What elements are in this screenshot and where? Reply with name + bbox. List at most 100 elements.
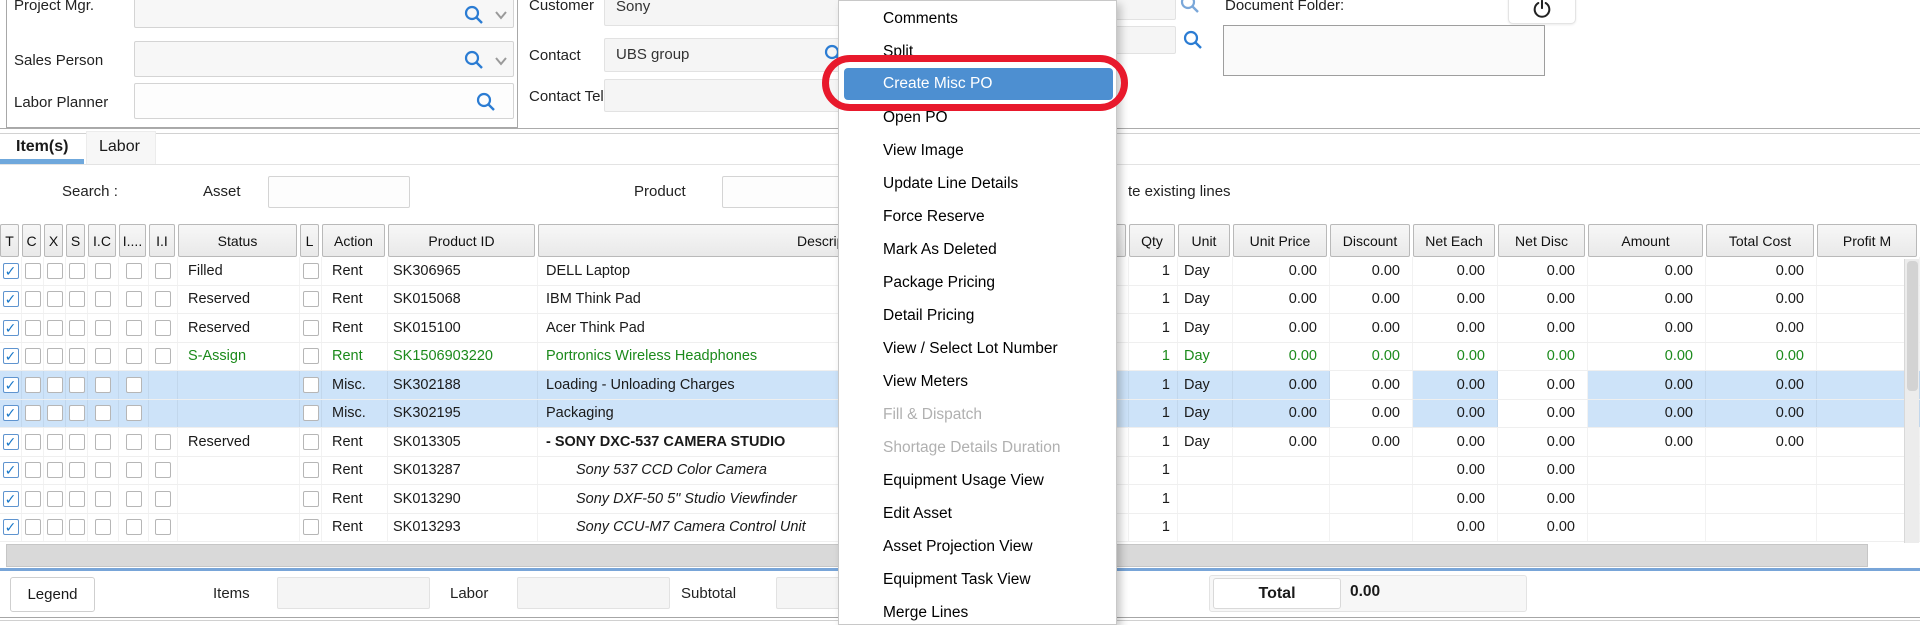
column-header-action[interactable]: Action	[322, 224, 385, 257]
column-header-amount[interactable]: Amount	[1588, 224, 1703, 257]
row-checkbox[interactable]	[46, 291, 63, 308]
row-checkbox[interactable]	[46, 433, 63, 450]
row-checkbox[interactable]	[68, 291, 85, 308]
row-checkbox[interactable]	[125, 490, 142, 507]
row-checkbox-checked[interactable]	[2, 405, 19, 422]
row-checkbox[interactable]	[46, 348, 63, 365]
row-checkbox[interactable]	[95, 519, 111, 536]
column-header-unit[interactable]: Unit	[1178, 224, 1230, 257]
row-checkbox[interactable]	[46, 405, 63, 422]
search-icon[interactable]	[1178, 0, 1202, 16]
column-header-t[interactable]: T	[0, 224, 19, 257]
row-checkbox[interactable]	[125, 262, 142, 279]
row-checkbox[interactable]	[95, 348, 111, 365]
row-checkbox-checked[interactable]	[2, 376, 19, 393]
menu-item-merge-lines[interactable]: Merge Lines	[883, 604, 969, 621]
row-checkbox[interactable]	[68, 462, 85, 479]
row-checkbox[interactable]	[155, 291, 171, 308]
menu-item-update-line-details[interactable]: Update Line Details	[883, 175, 1019, 192]
row-checkbox[interactable]	[155, 262, 171, 279]
menu-item-create-misc-po[interactable]: Create Misc PO	[844, 68, 1113, 100]
menu-item-view-meters[interactable]: View Meters	[883, 373, 968, 390]
row-checkbox[interactable]	[95, 319, 111, 336]
column-header-net-each[interactable]: Net Each	[1413, 224, 1495, 257]
row-checkbox-checked[interactable]	[2, 462, 19, 479]
row-checkbox[interactable]	[24, 319, 41, 336]
row-checkbox[interactable]	[46, 462, 63, 479]
row-checkbox[interactable]	[125, 376, 142, 393]
row-checkbox[interactable]	[46, 519, 63, 536]
row-checkbox[interactable]	[24, 291, 41, 308]
row-checkbox[interactable]	[68, 405, 85, 422]
row-checkbox[interactable]	[68, 262, 85, 279]
menu-item-edit-asset[interactable]: Edit Asset	[883, 505, 952, 522]
row-checkbox[interactable]	[302, 291, 319, 308]
row-checkbox[interactable]	[24, 433, 41, 450]
row-checkbox[interactable]	[68, 348, 85, 365]
hidden-field-stub[interactable]	[1110, 0, 1176, 20]
customer-input[interactable]	[604, 0, 860, 26]
row-checkbox[interactable]	[155, 319, 171, 336]
column-header-i[interactable]: I....	[119, 224, 146, 257]
hidden-field-stub[interactable]	[1110, 26, 1176, 54]
row-checkbox[interactable]	[302, 405, 319, 422]
tab-items[interactable]: Item(s)	[16, 138, 69, 155]
row-checkbox[interactable]	[95, 433, 111, 450]
row-checkbox[interactable]	[46, 490, 63, 507]
row-checkbox[interactable]	[24, 262, 41, 279]
row-checkbox[interactable]	[46, 319, 63, 336]
legend-button[interactable]: Legend	[10, 577, 95, 612]
row-checkbox[interactable]	[125, 348, 142, 365]
power-button[interactable]	[1508, 0, 1576, 24]
column-header-status[interactable]: Status	[178, 224, 297, 257]
row-checkbox[interactable]	[302, 319, 319, 336]
menu-item-asset-projection-view[interactable]: Asset Projection View	[883, 538, 1033, 555]
column-header-discount[interactable]: Discount	[1330, 224, 1410, 257]
row-checkbox-checked[interactable]	[2, 348, 19, 365]
menu-item-equipment-usage-view[interactable]: Equipment Usage View	[883, 472, 1044, 489]
row-checkbox[interactable]	[68, 433, 85, 450]
row-checkbox[interactable]	[95, 405, 111, 422]
row-checkbox[interactable]	[24, 462, 41, 479]
row-checkbox[interactable]	[95, 490, 111, 507]
row-checkbox[interactable]	[302, 376, 319, 393]
row-checkbox-checked[interactable]	[2, 433, 19, 450]
asset-search-input[interactable]	[268, 176, 410, 208]
contact-tel-input[interactable]	[604, 79, 854, 112]
row-checkbox[interactable]	[24, 519, 41, 536]
sales-person-input[interactable]	[134, 41, 514, 77]
contact-input[interactable]	[604, 38, 860, 72]
row-checkbox[interactable]	[24, 348, 41, 365]
column-header-qty[interactable]: Qty	[1129, 224, 1175, 257]
column-header-profit-m[interactable]: Profit M	[1817, 224, 1917, 257]
menu-item-force-reserve[interactable]: Force Reserve	[883, 208, 985, 225]
row-checkbox[interactable]	[68, 319, 85, 336]
menu-item-package-pricing[interactable]: Package Pricing	[883, 274, 996, 291]
menu-item-view-image[interactable]: View Image	[883, 142, 964, 159]
row-checkbox[interactable]	[95, 376, 111, 393]
column-header-i-c[interactable]: I.C	[88, 224, 116, 257]
labor-planner-input[interactable]	[134, 83, 514, 119]
row-checkbox[interactable]	[24, 490, 41, 507]
row-checkbox[interactable]	[302, 348, 319, 365]
row-checkbox[interactable]	[68, 490, 85, 507]
row-checkbox[interactable]	[24, 405, 41, 422]
search-icon[interactable]	[1181, 28, 1205, 52]
row-checkbox[interactable]	[46, 376, 63, 393]
menu-item-view-select-lot-number[interactable]: View / Select Lot Number	[883, 340, 1058, 357]
chevron-down-icon[interactable]	[492, 52, 510, 70]
row-checkbox[interactable]	[302, 490, 319, 507]
row-checkbox[interactable]	[24, 376, 41, 393]
row-checkbox[interactable]	[155, 519, 171, 536]
project-mgr-input[interactable]	[134, 0, 514, 28]
row-checkbox[interactable]	[95, 262, 111, 279]
column-header-unit-price[interactable]: Unit Price	[1233, 224, 1327, 257]
document-folder-textarea[interactable]	[1223, 25, 1545, 76]
column-header-l[interactable]: L	[300, 224, 319, 257]
row-checkbox[interactable]	[302, 519, 319, 536]
row-checkbox[interactable]	[95, 462, 111, 479]
row-checkbox[interactable]	[155, 433, 171, 450]
search-icon[interactable]	[474, 90, 498, 114]
row-checkbox[interactable]	[125, 291, 142, 308]
row-checkbox[interactable]	[68, 519, 85, 536]
